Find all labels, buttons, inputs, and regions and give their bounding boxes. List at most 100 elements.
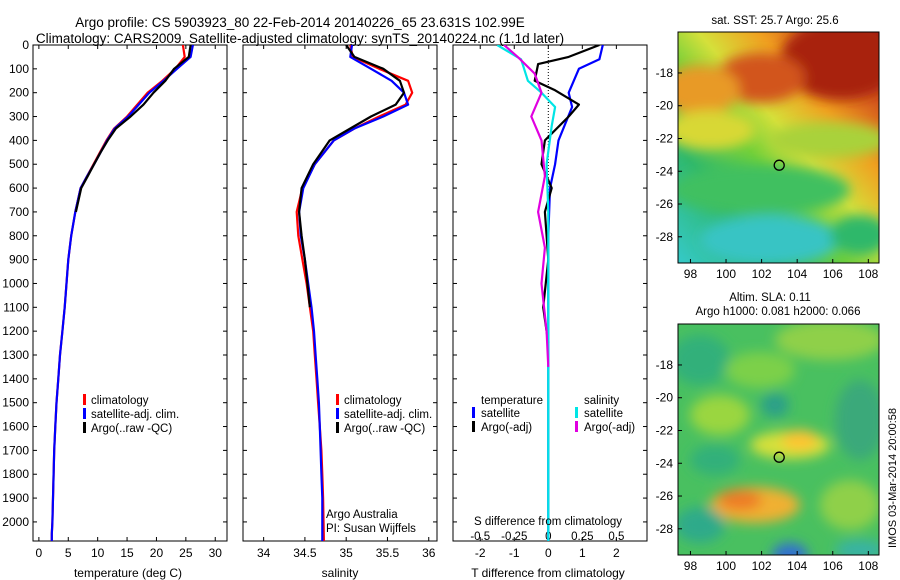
legend-label-satellite: satellite-adj. clim. — [91, 409, 179, 421]
sla-map-axes: 98 100 102 104 106 108 -18 -20 -22 -24 -26 -28 — [656, 358, 879, 573]
legend-label-argo: Argo(..raw -QC) — [91, 423, 172, 435]
legend-label-argo: Argo(..raw -QC) — [344, 423, 425, 435]
y-tick-label: 1700 — [2, 443, 29, 457]
salinity-argo-adj-line — [503, 45, 550, 367]
map-x-tick-label: 106 — [823, 267, 843, 281]
sla-map-title-2: Argo h1000: 0.081 h2000: 0.066 — [696, 306, 861, 318]
title-line-1: Argo profile: CS 5903923_80 22-Feb-2014 … — [75, 15, 525, 30]
x-tick-label: 2 — [613, 546, 620, 560]
sst-map-title: sat. SST: 25.7 Argo: 25.6 — [711, 15, 838, 27]
map-y-tick-label: -20 — [656, 99, 674, 113]
map-x-tick-label: 100 — [716, 267, 736, 281]
map-x-tick-label: 98 — [684, 559, 698, 573]
salinity-legend: climatology satellite-adj. clim. Argo(..… — [336, 394, 432, 435]
climatology-line — [50, 45, 186, 541]
y-tick-label: 0 — [22, 38, 29, 52]
salinity-satellite-line — [496, 45, 557, 541]
satellite-adj-clim-line — [298, 45, 410, 541]
map-x-tick-label: 108 — [858, 267, 878, 281]
legend-swatch-s-satellite — [575, 407, 578, 418]
map-y-tick-label: -20 — [656, 391, 674, 405]
x-tick-label: -2 — [475, 546, 486, 560]
series-layer — [50, 45, 194, 541]
legend-label-climatology: climatology — [91, 395, 149, 407]
map-x-tick-label: 106 — [823, 559, 843, 573]
x-tick-label: 25 — [179, 546, 193, 560]
x-tick-label: 30 — [209, 546, 223, 560]
legend-swatch-argo — [83, 422, 86, 433]
y-tick-label: 1800 — [2, 467, 29, 481]
map-x-tick-label: 100 — [716, 559, 736, 573]
temperature-plot: 0 5 10 15 20 25 300100200300400500600700800900… — [2, 38, 227, 560]
y-tick-label: 300 — [9, 110, 29, 124]
s-tick-label: -0.5 — [470, 531, 490, 543]
map-y-tick-label: -22 — [656, 131, 674, 145]
map-y-tick-label: -18 — [656, 66, 674, 80]
map-x-tick-label: 98 — [684, 267, 698, 281]
x-tick-label: 0 — [545, 546, 552, 560]
credit-line-2: PI: Susan Wijffels — [326, 523, 416, 535]
legend-swatch-s-argo — [575, 421, 578, 432]
s-difference-axis-title: S difference from climatology — [474, 516, 622, 528]
legend-swatch-climatology — [336, 394, 339, 405]
y-tick-label: 700 — [9, 205, 29, 219]
map-x-tick-label: 102 — [752, 267, 772, 281]
x-tick-label: 15 — [120, 546, 134, 560]
legend-label-satellite: satellite-adj. clim. — [344, 409, 432, 421]
temperature-plot-frame — [32, 44, 228, 542]
map-y-tick-label: -24 — [656, 456, 674, 470]
legend-title-temperature: temperature — [481, 395, 543, 407]
sla-map-title-1: Altim. SLA: 0.11 — [729, 292, 811, 304]
y-tick-label: 200 — [9, 86, 29, 100]
y-tick-label: 800 — [9, 229, 29, 243]
difference-legend: temperature salinity satellite Argo(-adj… — [472, 395, 635, 434]
y-tick-label: 600 — [9, 181, 29, 195]
legend-swatch-satellite — [83, 408, 86, 419]
title-line-2: Climatology: CARS2009. Satellite-adjuste… — [36, 31, 564, 46]
t-difference-axis-label: T difference from climatology — [471, 566, 625, 580]
y-tick-label: 2000 — [2, 515, 29, 529]
map-y-tick-label: -24 — [656, 164, 674, 178]
x-tick-label: 1 — [579, 546, 586, 560]
map-y-tick-label: -28 — [656, 522, 674, 536]
y-tick-label: 100 — [9, 62, 29, 76]
s-tick-label: 0.5 — [608, 531, 624, 543]
x-tick-label: 34.5 — [293, 546, 317, 560]
legend-label-t-satellite: satellite — [481, 408, 520, 420]
x-tick-label: 35.5 — [376, 546, 400, 560]
x-tick-label: 5 — [65, 546, 72, 560]
temperature-axis-label: temperature (deg C) — [74, 566, 182, 580]
salinity-axis-label: salinity — [322, 566, 359, 580]
map-y-tick-label: -26 — [656, 197, 674, 211]
sst-map-axes: 98 100 102 104 106 108 -18 -20 -22 -24 -26 -28 — [656, 66, 879, 281]
legend-label-s-satellite: satellite — [584, 408, 623, 420]
argo-raw-qc-line — [74, 45, 192, 213]
y-tick-label: 400 — [9, 133, 29, 147]
x-tick-label: -1 — [509, 546, 520, 560]
y-tick-label: 1900 — [2, 491, 29, 505]
y-tick-label: 1500 — [2, 396, 29, 410]
y-tick-label: 1400 — [2, 372, 29, 386]
x-tick-label: 35 — [340, 546, 354, 560]
y-tick-label: 500 — [9, 157, 29, 171]
climatology-line — [295, 45, 414, 541]
salinity-plot-frame — [242, 44, 438, 542]
legend-swatch-argo — [336, 422, 339, 433]
map-y-tick-label: -18 — [656, 358, 674, 372]
map-x-tick-label: 108 — [858, 559, 878, 573]
series-layer — [496, 45, 604, 541]
x-tick-label: 34 — [257, 546, 271, 560]
x-tick-label: 0 — [36, 546, 43, 560]
temperature-legend: climatology satellite-adj. clim. Argo(..… — [83, 394, 179, 435]
y-tick-label: 1300 — [2, 348, 29, 362]
map-x-tick-label: 104 — [787, 267, 807, 281]
map-y-tick-label: -22 — [656, 423, 674, 437]
map-y-tick-label: -26 — [656, 489, 674, 503]
sst-map-field — [678, 32, 879, 263]
y-tick-label: 1200 — [2, 324, 29, 338]
series-layer — [295, 45, 414, 541]
argo-float-marker — [773, 451, 785, 463]
sst-map-frame — [677, 31, 880, 264]
legend-label-t-argo: Argo(-adj) — [481, 422, 532, 434]
map-y-tick-label: -28 — [656, 230, 674, 244]
